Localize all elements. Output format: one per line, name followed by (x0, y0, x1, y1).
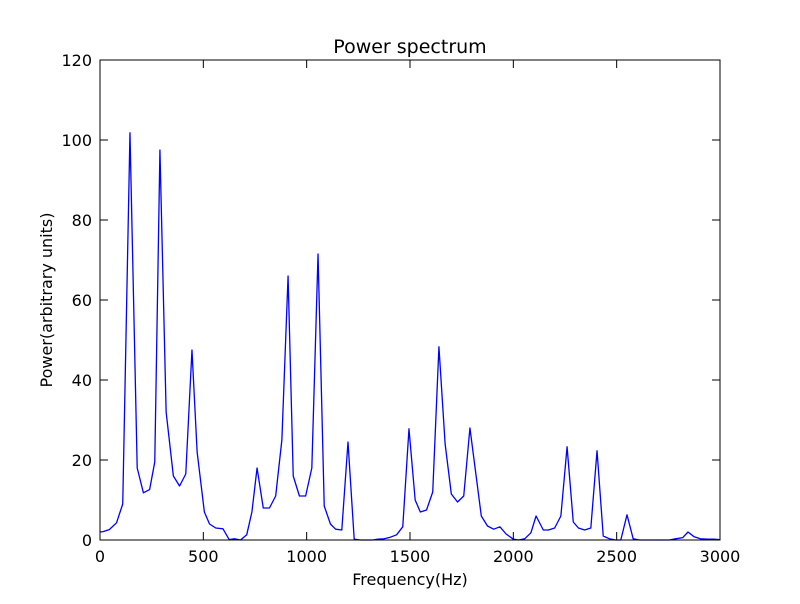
plot-frame (99, 59, 721, 541)
y-tick-label: 20 (72, 451, 92, 470)
y-tick-label: 60 (72, 291, 92, 310)
y-tick-label: 100 (61, 131, 92, 150)
x-axis-label: Frequency(Hz) (352, 570, 468, 589)
x-tick-label: 1500 (390, 547, 431, 566)
y-tick-label: 120 (61, 51, 92, 70)
spectrum-line-0 (99, 132, 721, 541)
x-tick-label: 1000 (286, 547, 327, 566)
x-tick-label: 2000 (493, 547, 534, 566)
y-tick-label: 40 (72, 371, 92, 390)
y-tick-label: 0 (82, 531, 92, 550)
chart-title: Power spectrum (333, 36, 486, 58)
x-tick-label: 0 (95, 547, 105, 566)
x-tick-label: 3000 (700, 547, 741, 566)
x-tick-label: 2500 (596, 547, 637, 566)
x-tick-label: 500 (188, 547, 219, 566)
y-axis-label: Power(arbitrary units) (37, 213, 56, 388)
y-tick-label: 80 (72, 211, 92, 230)
